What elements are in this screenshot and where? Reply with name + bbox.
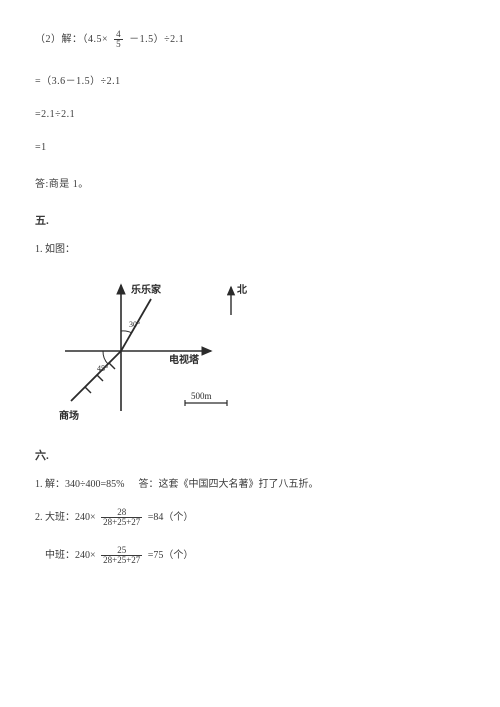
- s6-l2a: 2. 大班：240×: [35, 512, 96, 523]
- s6-frac-da: 28 28+25+27: [101, 508, 142, 528]
- s6-frac-zh-den: 28+25+27: [101, 556, 142, 565]
- p2-answer: 答:商是 1。: [35, 175, 465, 190]
- section-5-head: 五.: [35, 212, 465, 228]
- diagram-svg: 乐乐家 北 电视塔 商场 500m 30° 45°: [53, 273, 263, 428]
- p2-line4: =1: [35, 142, 465, 153]
- svg-text:商场: 商场: [59, 409, 79, 422]
- p2-frac1-den: 5: [114, 40, 123, 49]
- s6-l3b: =75（个）: [148, 550, 194, 561]
- p2-line1-b: －1.5）÷2.1: [129, 34, 184, 45]
- p2-line3: =2.1÷2.1: [35, 109, 465, 120]
- svg-text:乐乐家: 乐乐家: [131, 283, 162, 296]
- p2-frac1: 4 5: [114, 30, 123, 50]
- s6-line2: 2. 大班：240× 28 28+25+27 =84（个）: [35, 508, 465, 528]
- svg-text:500m: 500m: [191, 391, 212, 401]
- s6-l3a: 中班：240×: [45, 550, 96, 561]
- diagram: 乐乐家 北 电视塔 商场 500m 30° 45°: [53, 273, 465, 433]
- s6-frac-da-den: 28+25+27: [101, 518, 142, 527]
- section-6-head: 六.: [35, 447, 465, 463]
- p2-line1: （2）解：（4.5× 4 5 －1.5）÷2.1: [35, 30, 465, 50]
- s6-l2b: =84（个）: [148, 512, 194, 523]
- p2-line2: =（3.6－1.5）÷2.1: [35, 72, 465, 87]
- s6-l1b: 答：这套《中国四大名著》打了八五折。: [138, 475, 318, 490]
- s6-line1: 1. 解：340÷400=85% 答：这套《中国四大名著》打了八五折。: [35, 475, 465, 490]
- svg-text:电视塔: 电视塔: [169, 353, 200, 366]
- svg-text:30°: 30°: [129, 320, 140, 329]
- s6-frac-zh: 25 28+25+27: [101, 546, 142, 566]
- s6-l1a: 1. 解：340÷400=85%: [35, 475, 124, 490]
- s5-item1: 1. 如图：: [35, 240, 465, 255]
- p2-line1-a: （2）解：（4.5×: [35, 34, 108, 45]
- s6-line3: 中班：240× 25 28+25+27 =75（个）: [45, 546, 465, 566]
- svg-text:北: 北: [237, 283, 247, 296]
- svg-text:45°: 45°: [97, 364, 108, 373]
